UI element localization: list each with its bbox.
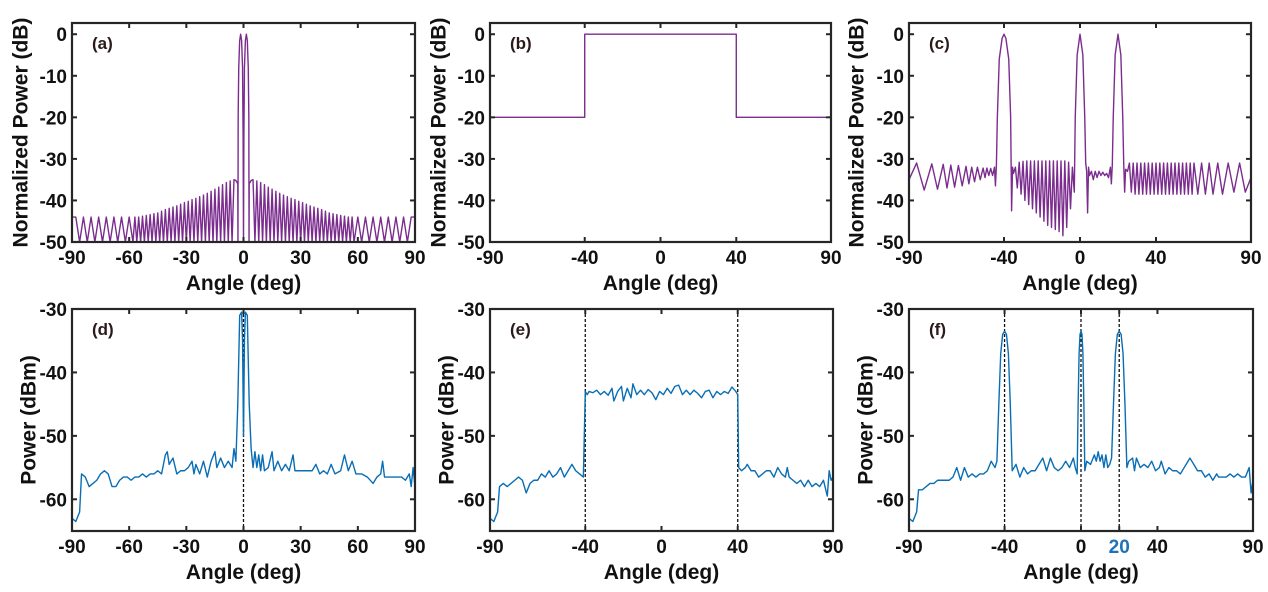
x-tick-label: 0 — [655, 248, 666, 269]
x-tick-label: -90 — [58, 537, 85, 558]
y-axis-title: Power (dBm) — [855, 355, 878, 485]
x-tick-label: 0 — [1075, 248, 1086, 269]
x-tick-label: 90 — [404, 248, 425, 269]
y-tick-label: -10 — [40, 67, 67, 88]
x-axis-title: Angle (deg) — [1023, 561, 1139, 584]
axes-box — [488, 21, 833, 244]
y-tick-label: -30 — [877, 150, 904, 171]
x-tick-label: 30 — [290, 537, 311, 558]
y-tick-label: -50 — [877, 233, 904, 254]
x-tick-label: -40 — [571, 248, 598, 269]
x-tick-label: -40 — [572, 537, 599, 558]
x-axis-title: Angle (deg) — [1022, 272, 1138, 295]
y-axis-title: Normalized Power (dB) — [428, 18, 451, 248]
panel-label: (b) — [510, 34, 532, 53]
y-tick-label: -40 — [458, 363, 485, 384]
y-tick-label: -10 — [458, 67, 485, 88]
panel-label: (a) — [92, 34, 113, 53]
x-tick-label: -90 — [895, 537, 922, 558]
y-tick-label: -10 — [877, 67, 904, 88]
x-tick-label: 0 — [1076, 537, 1087, 558]
x-tick-label: 90 — [1240, 248, 1261, 269]
panel-b: -90 -40 0 40 90 0 -10 -20 -30 -40 -50 Angle (deg) No… — [428, 18, 842, 295]
x-tick-label: -60 — [115, 537, 142, 558]
axes-box — [907, 21, 1253, 244]
data-series-line — [489, 383, 834, 523]
x-tick-label: -60 — [115, 248, 142, 269]
y-tick-label: -20 — [40, 108, 67, 129]
data-series-line — [71, 311, 416, 523]
y-tick-label: -30 — [458, 300, 485, 321]
axes-box — [488, 307, 835, 533]
x-axis-title: Angle (deg) — [604, 561, 720, 584]
data-series-line — [490, 33, 831, 119]
y-tick-label: -40 — [40, 191, 67, 212]
y-tick-label: 0 — [474, 25, 485, 46]
y-tick-label: -30 — [40, 300, 67, 321]
y-tick-label: -30 — [458, 150, 485, 171]
y-axis-title: Normalized Power (dB) — [846, 18, 869, 248]
x-tick-label: 0 — [238, 248, 249, 269]
x-axis-title: Angle (deg) — [603, 272, 719, 295]
panel-c: -90 -40 0 40 90 0 -10 -20 -30 -40 -50 Angle (deg) No… — [846, 18, 1262, 295]
y-tick-label: -20 — [877, 108, 904, 129]
y-tick-label: -30 — [40, 150, 67, 171]
data-series-line — [908, 330, 1254, 523]
y-tick-label: 0 — [893, 25, 904, 46]
panel-f: -90 -40 0 20 40 90 -30 -40 -50 -60 Angle (deg) Powe… — [855, 300, 1264, 584]
x-tick-label: 90 — [404, 537, 425, 558]
y-tick-label: -60 — [877, 490, 904, 511]
y-tick-label: -50 — [458, 427, 485, 448]
x-tick-label: -40 — [990, 248, 1017, 269]
x-tick-label: -90 — [476, 248, 503, 269]
y-tick-label: -60 — [458, 490, 485, 511]
data-series-line — [908, 33, 1252, 237]
panel-label: (c) — [929, 34, 950, 53]
panel-d: -90 -60 -30 0 30 60 90 -30 -40 -50 -60 Angle (deg) P… — [18, 300, 426, 584]
y-tick-label: -60 — [40, 490, 67, 511]
x-tick-label: 90 — [1242, 537, 1263, 558]
panel-label: (e) — [510, 320, 531, 339]
y-tick-label: -50 — [458, 233, 485, 254]
x-tick-label: 40 — [1145, 248, 1166, 269]
data-series-line — [72, 33, 415, 243]
x-tick-label: 40 — [726, 248, 747, 269]
y-tick-label: -20 — [458, 108, 485, 129]
x-tick-label: 40 — [1147, 537, 1168, 558]
x-tick-label: -90 — [476, 537, 503, 558]
x-tick-label: -40 — [991, 537, 1018, 558]
y-tick-label: -50 — [40, 427, 67, 448]
panel-e: -90 -40 0 40 90 -30 -40 -50 -60 Angle (deg) Power … — [436, 300, 844, 584]
x-tick-label: 40 — [727, 537, 748, 558]
x-tick-label: -90 — [58, 248, 85, 269]
y-axis-title: Normalized Power (dB) — [10, 18, 33, 248]
x-tick-label: 90 — [822, 537, 843, 558]
panel-label: (d) — [92, 320, 114, 339]
panel-label: (f) — [929, 320, 946, 339]
x-tick-label-highlighted: 20 — [1109, 537, 1130, 558]
y-tick-label: -40 — [40, 363, 67, 384]
x-tick-label: 0 — [238, 537, 249, 558]
x-tick-label: -90 — [895, 248, 922, 269]
y-tick-label: -40 — [877, 363, 904, 384]
x-axis-title: Angle (deg) — [186, 561, 302, 584]
x-tick-label: 60 — [347, 537, 368, 558]
y-tick-label: -40 — [458, 191, 485, 212]
x-tick-label: -30 — [173, 248, 200, 269]
y-axis-title: Power (dBm) — [18, 355, 41, 485]
y-tick-label: -30 — [877, 300, 904, 321]
x-tick-label: -30 — [173, 537, 200, 558]
y-tick-label: -40 — [877, 191, 904, 212]
y-tick-label: -50 — [40, 233, 67, 254]
x-tick-label: 60 — [347, 248, 368, 269]
x-axis-title: Angle (deg) — [186, 272, 302, 295]
x-tick-label: 90 — [820, 248, 841, 269]
y-axis-title: Power (dBm) — [436, 355, 459, 485]
y-tick-label: 0 — [56, 25, 67, 46]
panel-a: -90 -60 -30 0 30 60 90 0 -10 -20 -30 -40 -50 Angle (d… — [10, 18, 426, 295]
x-tick-label: 0 — [656, 537, 667, 558]
y-tick-label: -50 — [877, 427, 904, 448]
x-tick-label: 30 — [290, 248, 311, 269]
